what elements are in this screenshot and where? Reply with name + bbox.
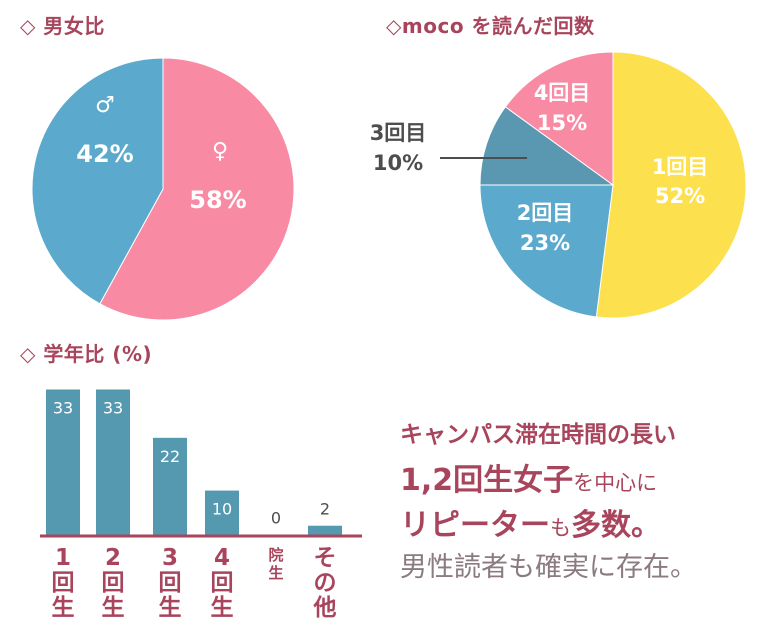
gender-chart-title: ◇ 男女比 xyxy=(20,14,105,38)
message-highlight-many: 多数。 xyxy=(571,508,661,543)
grade-chart-title: ◇ 学年比 (%) xyxy=(20,342,153,366)
reads-value-4: 15% xyxy=(537,111,587,135)
grade-category-5-char-1: の xyxy=(314,570,337,596)
reads-value-2: 23% xyxy=(520,231,570,255)
reads-label-1: 1回目 xyxy=(652,155,709,179)
grade-category-2-char-2: 生 xyxy=(159,595,182,621)
grade-value-2: 22 xyxy=(160,447,180,466)
grade-bar-0 xyxy=(46,389,80,535)
reads-value-3: 10% xyxy=(373,151,423,175)
grade-bar-2 xyxy=(153,437,187,535)
message-line-1: キャンパス滞在時間の長い xyxy=(400,422,676,448)
reads-label-2: 2回目 xyxy=(517,201,574,225)
message-line-2: 1,2回生女子を中心に xyxy=(400,455,657,499)
reads-chart-title: ◇moco を読んだ回数 xyxy=(386,14,595,38)
grade-category-5-char-0: そ xyxy=(314,545,337,571)
grade-category-0-char-0: 1 xyxy=(55,545,71,571)
message-highlight-girls: 1,2回生女子 xyxy=(400,463,574,498)
grade-value-5: 2 xyxy=(320,500,330,519)
grade-value-0: 33 xyxy=(53,399,73,418)
grade-bar-5 xyxy=(308,525,342,535)
reads-slice-3 xyxy=(504,51,614,186)
gender-value-female: 58% xyxy=(189,186,246,214)
gender-slice-0 xyxy=(99,57,295,321)
grade-category-0-char-1: 回 xyxy=(52,570,75,596)
reads-label-3: 3回目 xyxy=(370,121,427,145)
grade-category-3-char-1: 回 xyxy=(211,570,234,596)
gender-label-male: ♂ xyxy=(95,93,115,118)
reads-label-4: 4回目 xyxy=(534,81,591,105)
gender-label-female: ♀ xyxy=(212,139,228,164)
grade-value-3: 10 xyxy=(212,500,232,519)
message-highlight-repeaters: リピーター xyxy=(400,508,550,543)
message-line-3: リピーターも多数。 xyxy=(400,500,661,544)
grade-category-4-char-0: 院 xyxy=(268,546,283,564)
grade-category-1-char-1: 回 xyxy=(102,570,125,596)
grade-category-5-char-2: 他 xyxy=(313,595,337,621)
grade-category-3-char-0: 4 xyxy=(214,545,230,571)
grade-bar-1 xyxy=(96,389,130,535)
grade-bar-3 xyxy=(205,490,239,535)
grade-category-2-char-1: 回 xyxy=(159,570,182,596)
grade-category-2-char-0: 3 xyxy=(162,545,178,571)
grade-category-0-char-2: 生 xyxy=(52,595,75,621)
grade-category-3-char-2: 生 xyxy=(211,595,234,621)
reads-slice-2 xyxy=(479,106,615,186)
message-line-4: 男性読者も確実に存在。 xyxy=(400,552,697,583)
reads-slice-0 xyxy=(595,51,747,319)
grade-value-1: 33 xyxy=(103,399,123,418)
gender-slice-1 xyxy=(31,57,164,305)
gender-value-male: 42% xyxy=(76,140,133,168)
grade-category-1-char-0: 2 xyxy=(105,545,121,571)
grade-value-4: 0 xyxy=(271,509,281,528)
grade-category-4-char-1: 生 xyxy=(268,564,283,582)
grade-category-1-char-2: 生 xyxy=(102,595,125,621)
message-connector-2: も xyxy=(550,516,571,540)
reads-slice-1 xyxy=(479,184,614,318)
reads-value-1: 52% xyxy=(655,184,705,208)
message-connector-1: を中心に xyxy=(573,471,658,495)
